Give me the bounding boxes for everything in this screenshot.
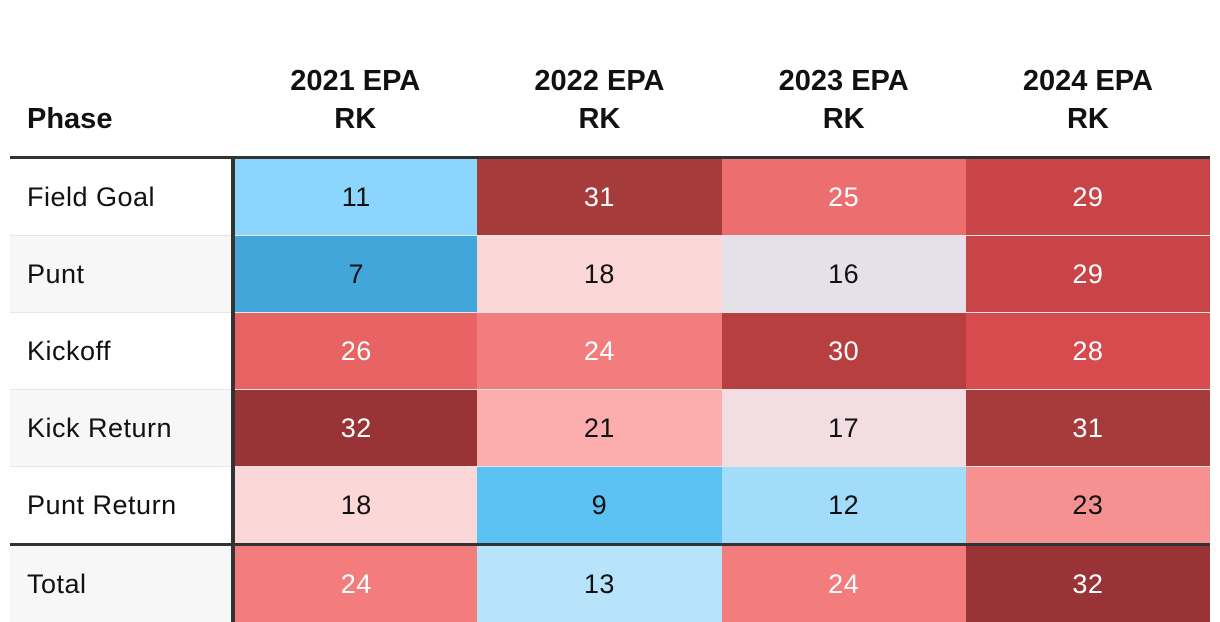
epa-rank-table-container: Phase 2021 EPA RK 2022 EPA RK 2023 EPA R… bbox=[10, 0, 1210, 608]
header-2023: 2023 EPA RK bbox=[722, 0, 966, 158]
cell-total-2024: 32 bbox=[966, 545, 1210, 622]
cell-total-2021: 24 bbox=[233, 545, 477, 622]
table-row-kick-return: Kick Return 32 21 17 31 bbox=[10, 390, 1210, 467]
cell-field-goal-2021: 11 bbox=[233, 158, 477, 236]
header-2021-line2: RK bbox=[233, 100, 477, 138]
header-phase: Phase bbox=[10, 0, 233, 158]
table-row-field-goal: Field Goal 11 31 25 29 bbox=[10, 158, 1210, 236]
cell-kickoff-2024: 28 bbox=[966, 313, 1210, 390]
phase-punt: Punt bbox=[10, 236, 233, 313]
header-2023-line1: 2023 EPA bbox=[722, 62, 966, 100]
cell-punt-2024: 29 bbox=[966, 236, 1210, 313]
header-2024: 2024 EPA RK bbox=[966, 0, 1210, 158]
phase-kick-return: Kick Return bbox=[10, 390, 233, 467]
header-2023-line2: RK bbox=[722, 100, 966, 138]
header-2021: 2021 EPA RK bbox=[233, 0, 477, 158]
cell-kick-return-2021: 32 bbox=[233, 390, 477, 467]
cell-punt-return-2022: 9 bbox=[477, 467, 721, 545]
cell-punt-2022: 18 bbox=[477, 236, 721, 313]
phase-field-goal: Field Goal bbox=[10, 158, 233, 236]
cell-punt-return-2021: 18 bbox=[233, 467, 477, 545]
header-2024-line2: RK bbox=[966, 100, 1210, 138]
header-2022-line1: 2022 EPA bbox=[477, 62, 721, 100]
table-row-punt-return: Punt Return 18 9 12 23 bbox=[10, 467, 1210, 545]
cell-field-goal-2024: 29 bbox=[966, 158, 1210, 236]
cell-punt-return-2024: 23 bbox=[966, 467, 1210, 545]
cell-punt-2023: 16 bbox=[722, 236, 966, 313]
cell-punt-2021: 7 bbox=[233, 236, 477, 313]
header-2024-line1: 2024 EPA bbox=[966, 62, 1210, 100]
cell-field-goal-2023: 25 bbox=[722, 158, 966, 236]
header-2022: 2022 EPA RK bbox=[477, 0, 721, 158]
table-row-total: Total 24 13 24 32 bbox=[10, 545, 1210, 622]
cell-total-2022: 13 bbox=[477, 545, 721, 622]
cell-punt-return-2023: 12 bbox=[722, 467, 966, 545]
cell-kickoff-2022: 24 bbox=[477, 313, 721, 390]
cell-field-goal-2022: 31 bbox=[477, 158, 721, 236]
cell-kick-return-2022: 21 bbox=[477, 390, 721, 467]
cell-kick-return-2023: 17 bbox=[722, 390, 966, 467]
phase-total: Total bbox=[10, 545, 233, 622]
phase-punt-return: Punt Return bbox=[10, 467, 233, 545]
header-2022-line2: RK bbox=[477, 100, 721, 138]
cell-total-2023: 24 bbox=[722, 545, 966, 622]
cell-kickoff-2023: 30 bbox=[722, 313, 966, 390]
epa-rank-table: Phase 2021 EPA RK 2022 EPA RK 2023 EPA R… bbox=[10, 0, 1210, 622]
table-header-row: Phase 2021 EPA RK 2022 EPA RK 2023 EPA R… bbox=[10, 0, 1210, 158]
cell-kick-return-2024: 31 bbox=[966, 390, 1210, 467]
cell-kickoff-2021: 26 bbox=[233, 313, 477, 390]
table-row-kickoff: Kickoff 26 24 30 28 bbox=[10, 313, 1210, 390]
table-row-punt: Punt 7 18 16 29 bbox=[10, 236, 1210, 313]
header-2021-line1: 2021 EPA bbox=[233, 62, 477, 100]
phase-kickoff: Kickoff bbox=[10, 313, 233, 390]
